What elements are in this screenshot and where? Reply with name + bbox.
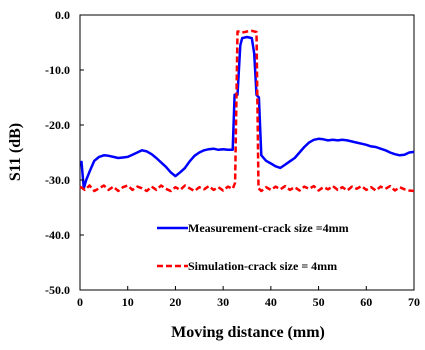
y-tick-label: 0.0 [55, 8, 70, 22]
x-axis-title: Moving distance (mm) [171, 324, 325, 341]
legend-label-measurement: Measurement-crack size =4mm [188, 221, 349, 235]
legend: Measurement-crack size =4mm Simulation-c… [157, 221, 349, 273]
axes: 0 10 20 30 40 50 60 70 0.0 -10.0 -20.0 -30.0 -40.0 -5… [45, 8, 420, 309]
plot-area [79, 14, 415, 291]
plot-border [79, 14, 415, 291]
y-axis-title: S11 (dB) [7, 123, 24, 181]
series-layer [79, 29, 415, 193]
y-tick-label: -50.0 [45, 283, 70, 297]
measurement-series-line [80, 35, 415, 190]
legend-label-simulation: Simulation-crack size = 4mm [188, 259, 337, 273]
x-tick-label: 70 [408, 295, 420, 309]
y-tick-label: -20.0 [45, 118, 70, 132]
y-tick-label: -10.0 [45, 63, 70, 77]
x-tick-label: 60 [360, 295, 372, 309]
y-tick-label: -30.0 [45, 173, 70, 187]
x-tick-label: 30 [217, 295, 229, 309]
x-tick-label: 50 [313, 295, 325, 309]
x-tick-label: 40 [265, 295, 277, 309]
simulation-series-line [79, 29, 415, 193]
x-tick-label: 0 [77, 295, 83, 309]
x-tick-label: 20 [169, 295, 181, 309]
x-tick-label: 10 [122, 295, 134, 309]
y-tick-label: -40.0 [45, 228, 70, 242]
